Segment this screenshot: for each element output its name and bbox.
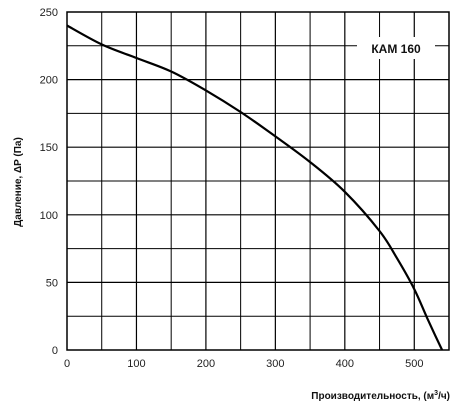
y-tick-label: 250 bbox=[40, 7, 58, 19]
plot-frame bbox=[66, 11, 450, 351]
grid bbox=[67, 12, 449, 350]
y-tick-label: 0 bbox=[52, 345, 58, 357]
y-tick-label: 200 bbox=[40, 75, 58, 87]
legend: КАМ 160 bbox=[357, 37, 435, 59]
x-tick-label: 400 bbox=[336, 358, 354, 370]
x-tick-label: 0 bbox=[64, 358, 70, 370]
x-tick-label: 300 bbox=[266, 358, 284, 370]
y-tick-label: 150 bbox=[40, 142, 58, 154]
y-tick-labels: 0 50 100 150 200 250 bbox=[40, 7, 58, 357]
y-tick-label: 100 bbox=[40, 210, 58, 222]
x-tick-label: 500 bbox=[405, 358, 423, 370]
x-axis-title: Производительность, (м3/ч) bbox=[311, 390, 450, 402]
x-tick-label: 100 bbox=[127, 358, 145, 370]
legend-background bbox=[357, 37, 435, 59]
x-tick-label: 200 bbox=[197, 358, 215, 370]
y-axis-title: Давление, ΔP (Па) bbox=[13, 137, 24, 227]
series-line-kam160 bbox=[66, 24, 444, 351]
y-tick-label: 50 bbox=[46, 277, 58, 289]
legend-label: КАМ 160 bbox=[371, 42, 421, 56]
x-tick-labels: 0 100 200 300 400 500 bbox=[64, 358, 424, 370]
